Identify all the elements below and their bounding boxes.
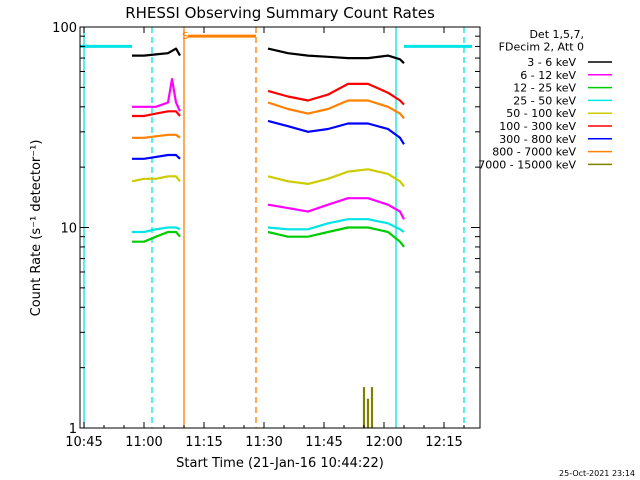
x-tick-label-1: 10:45 [65,435,102,450]
legend-label-8: 800 - 7000 keV [492,146,576,159]
series-4-segment-2 [267,218,405,233]
x-tick-label-3: 11:15 [185,435,222,450]
x-axis: 10:45 11:00 11:15 11:30 11:45 12:00 12:15 [65,27,465,450]
series-7 [132,119,405,160]
series-2-segment-1 [132,77,182,112]
series-8-segment-2 [267,99,405,120]
legend-label-7: 300 - 800 keV [499,133,576,146]
timestamp: 25-Oct-2021 23:14 [559,469,635,478]
series-6-segment-1 [132,110,181,118]
x-tick-label-5: 11:45 [305,435,342,450]
y-tick-label-3: 100 [52,21,77,36]
legend-label-9: 7000 - 15000 keV [478,158,576,171]
series-9 [362,387,374,428]
series-5 [131,168,405,188]
legend-label-4: 25 - 50 keV [513,94,576,107]
series-8-segment-1 [132,133,181,139]
series-7-segment-1 [132,153,181,160]
y-axis-label: Count Rate (s⁻¹ detector⁻¹) [29,140,44,317]
y-tick-label-1: 1 [69,422,77,437]
series-8 [132,99,405,139]
annotation-1: S [182,31,188,42]
series-6-segment-2 [267,82,405,106]
series-3-segment-2 [267,226,405,248]
series-1 [132,47,405,64]
series-4-segment-1 [132,226,181,234]
legend-label-1: 3 - 6 keV [527,56,576,69]
series-7-segment-2 [267,119,405,145]
legend-label-3: 12 - 25 keV [513,82,576,95]
legend-label-5: 50 - 100 keV [506,107,576,120]
x-tick-label-2: 11:00 [125,435,162,450]
x-tick-label-4: 11:30 [245,435,282,450]
series-1-segment-2 [267,47,405,64]
series-6 [132,82,405,118]
x-tick-label-7: 12:15 [425,435,462,450]
x-tick-label-6: 12:00 [365,435,402,450]
plot-area: S [80,27,472,428]
series-3 [132,226,405,248]
legend-header-2: FDecim 2, Att 0 [499,41,584,54]
series-4 [132,218,405,234]
legend-label-2: 6 - 12 keV [520,69,576,82]
x-axis-label: Start Time (21-Jan-16 10:44:22) [176,456,384,471]
y-axis: 1 10 100 [52,21,480,437]
chart-title: RHESSI Observing Summary Count Rates [125,4,435,22]
series-2 [132,77,405,220]
legend-header-1: Det 1,5,7, [529,28,584,41]
series-2-segment-2 [267,197,405,220]
series-3-segment-1 [132,230,181,243]
y-tick-label-2: 10 [60,222,77,237]
series-5-segment-2 [267,168,405,188]
legend-label-6: 100 - 300 keV [499,120,576,133]
series-5-segment-1 [131,175,181,183]
series-1-segment-1 [132,47,181,57]
